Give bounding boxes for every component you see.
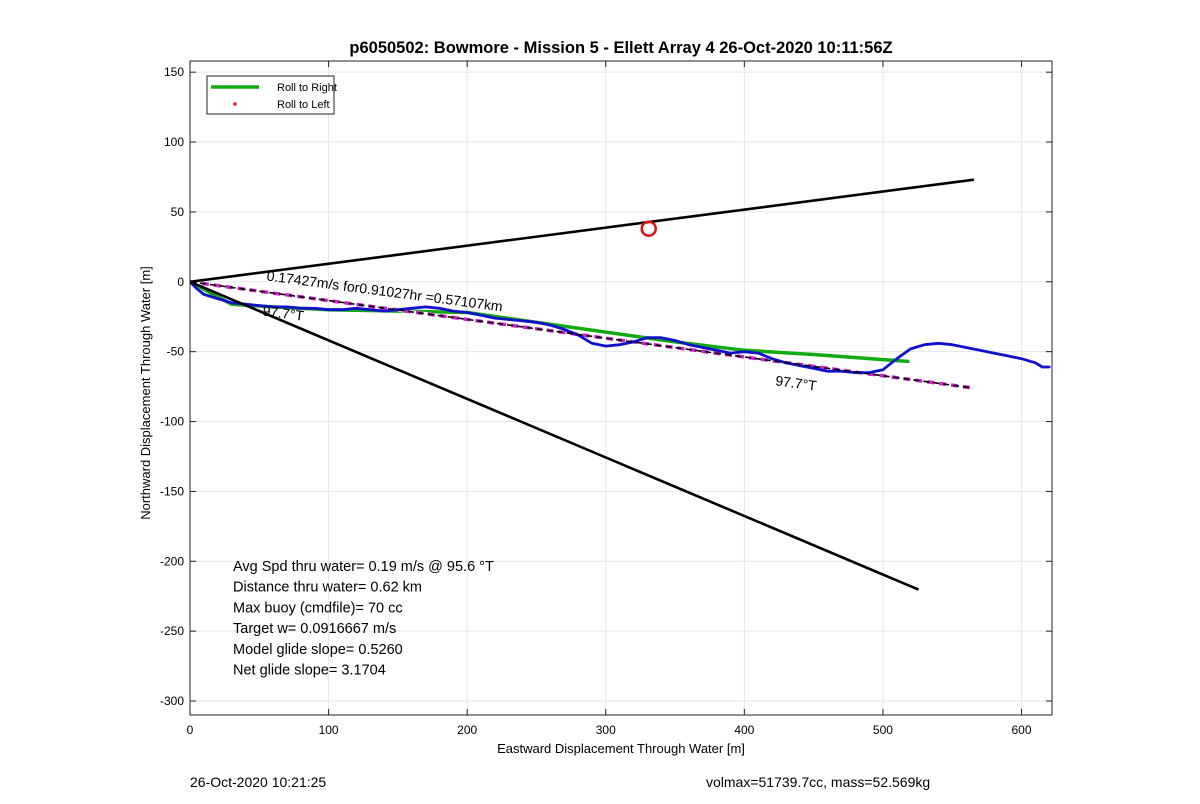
- x-tick-label: 0: [187, 723, 194, 737]
- x-tick-label: 500: [873, 723, 893, 737]
- axes: 0 100 200 300 400 500 600150100500-50-100-150-…: [160, 60, 1053, 737]
- footer-info: volmax=51739.7cc, mass=52.569kg: [706, 774, 931, 790]
- y-tick-label: -300: [160, 694, 184, 708]
- legend-label: Roll to Left: [277, 99, 330, 111]
- y-tick-label: -250: [160, 624, 184, 638]
- stat-line: Model glide slope= 0.5260: [233, 642, 403, 658]
- marker-circle: [640, 220, 657, 237]
- series-line-6: [190, 281, 974, 389]
- series-line-4: [190, 178, 975, 284]
- x-tick-label: 300: [596, 723, 616, 737]
- footer-timestamp: 26-Oct-2020 10:21:25: [190, 774, 327, 790]
- annotation-1: 97.7°T: [262, 302, 306, 323]
- legend-label: Roll to Right: [277, 82, 337, 94]
- legend-swatch-dot: [233, 102, 237, 106]
- x-tick-label: 100: [319, 723, 339, 737]
- annotation-2: 97.7°T: [774, 372, 818, 393]
- stat-line: Distance thru water= 0.62 km: [233, 580, 422, 596]
- stat-line: Net glide slope= 3.1704: [233, 663, 386, 679]
- x-tick-label: 200: [457, 723, 477, 737]
- y-tick-label: 100: [164, 135, 184, 149]
- y-tick-label: 0: [177, 275, 184, 289]
- legend-box: [206, 75, 335, 115]
- grid: [189, 61, 1052, 715]
- stats-layer: Avg Spd thru water= 0.19 m/s @ 95.6 °T Di…: [233, 559, 494, 679]
- stat-line: Max buoy (cmdfile)= 70 cc: [233, 600, 403, 616]
- series-layer: [190, 178, 1051, 591]
- series-line-3: [190, 280, 1051, 375]
- x-axis-label: Eastward Displacement Through Water [m]: [497, 741, 745, 756]
- x-tick-label: 400: [734, 723, 754, 737]
- y-tick-label: 150: [164, 65, 184, 79]
- plot-frame: [189, 60, 1053, 716]
- y-axis-label: Northward Displacement Through Water [m]: [138, 266, 153, 520]
- series-line-5: [190, 280, 919, 591]
- y-tick-label: -100: [160, 415, 184, 429]
- y-tick-label: 50: [171, 205, 185, 219]
- y-tick-label: -50: [167, 345, 185, 359]
- y-tick-label: -150: [160, 484, 184, 498]
- stat-line: Avg Spd thru water= 0.19 m/s @ 95.6 °T: [233, 559, 494, 575]
- legend: Roll to Right Roll to Left: [206, 75, 337, 115]
- markers-layer: [640, 220, 657, 237]
- chart-title: p6050502: Bowmore - Mission 5 - Ellett A…: [349, 39, 892, 57]
- y-tick-label: -200: [160, 554, 184, 568]
- x-tick-label: 600: [1011, 723, 1031, 737]
- stat-line: Target w= 0.0916667 m/s: [233, 621, 396, 637]
